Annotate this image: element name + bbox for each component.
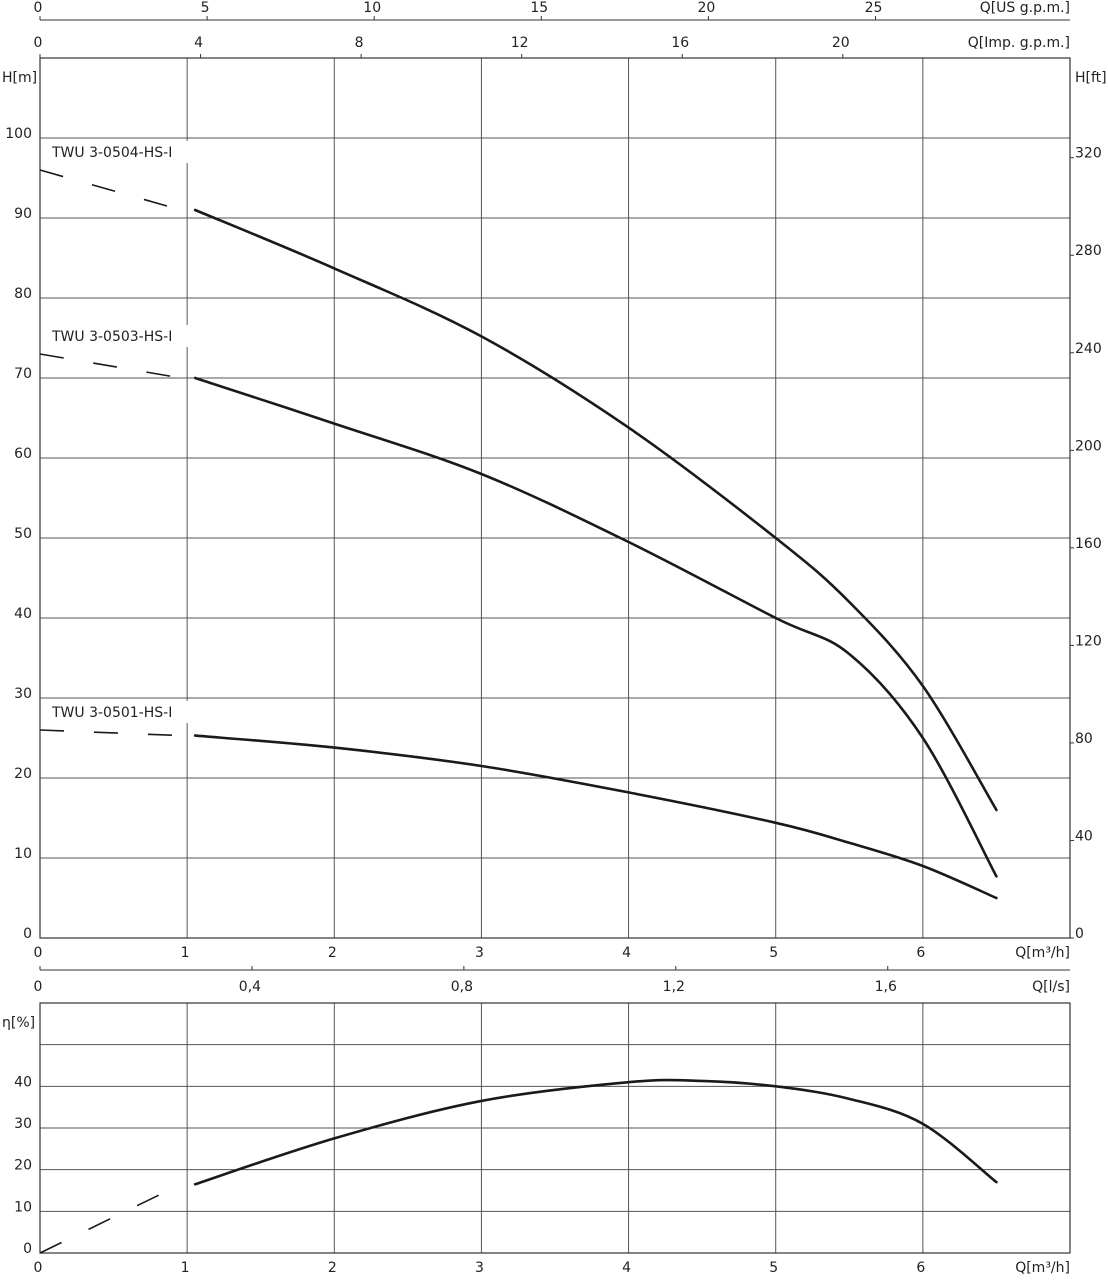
top-axis-tick-label: 0,4 [239, 979, 261, 995]
curve-label: TWU 3-0504-HS-I [51, 145, 172, 161]
top-axis-tick-label: 20 [697, 0, 715, 16]
y2-tick-label: 320 [1075, 146, 1102, 162]
y-tick-label: 10 [14, 846, 32, 862]
y2-axis-title: H[ft] [1075, 70, 1107, 86]
curve [193, 376, 998, 878]
y-tick-label: 30 [14, 686, 32, 702]
x-tick-label: 6 [916, 1260, 925, 1276]
x-tick-label: 4 [622, 945, 631, 961]
curve-extrapolated [39, 169, 182, 211]
y-axis-title: η[%] [2, 1015, 35, 1031]
y-tick-label: 70 [14, 366, 32, 382]
label-backdrop [42, 325, 192, 347]
y-tick-label: 30 [14, 1116, 32, 1132]
top-axis-tick-label: 0 [34, 979, 43, 995]
x-tick-label: 1 [181, 1260, 190, 1276]
plot-frame [39, 57, 1071, 939]
y2-tick-label: 200 [1075, 438, 1102, 454]
top-axis-tick-label: 0 [34, 0, 43, 16]
curve-extrapolated [39, 729, 182, 737]
top-axis-tick-label: 16 [671, 35, 689, 51]
y-tick-label: 60 [14, 446, 32, 462]
y-tick-label: 40 [14, 606, 32, 622]
top-axis-tick-label: 5 [201, 0, 210, 16]
y2-tick-label: 160 [1075, 536, 1102, 552]
y-tick-label: 20 [14, 766, 32, 782]
top-axis-tick-label: 25 [865, 0, 883, 16]
top-axis-tick-label: 15 [530, 0, 548, 16]
x-tick-label: 3 [475, 1260, 484, 1276]
top-axis-title: Q[US g.p.m.] [980, 0, 1070, 16]
y-tick-label: 90 [14, 206, 32, 222]
y-tick-label: 0 [23, 926, 32, 942]
top-axis-tick-label: 4 [194, 35, 203, 51]
y-tick-label: 0 [23, 1241, 32, 1257]
curve [193, 1078, 998, 1186]
x-axis-title: Q[m³/h] [1015, 1260, 1070, 1276]
curve [193, 734, 998, 900]
y-tick-label: 100 [5, 126, 32, 142]
top-axis-tick-label: 0 [34, 35, 43, 51]
y2-tick-label: 120 [1075, 633, 1102, 649]
x-tick-label: 5 [769, 945, 778, 961]
top-axis-tick-label: 10 [363, 0, 381, 16]
x-tick-label: 2 [328, 945, 337, 961]
label-backdrop [42, 701, 192, 723]
x-tick-label: 0 [34, 1260, 43, 1276]
y2-tick-label: 240 [1075, 341, 1102, 357]
y-tick-label: 20 [14, 1158, 32, 1174]
curve-label: TWU 3-0503-HS-I [51, 329, 172, 345]
x-tick-label: 2 [328, 1260, 337, 1276]
curve-extrapolated [39, 353, 182, 379]
top-axis-tick-label: 1,6 [875, 979, 897, 995]
curve [193, 208, 998, 812]
x-tick-label: 0 [34, 945, 43, 961]
y-axis-title: H[m] [2, 70, 37, 86]
y2-tick-label: 40 [1075, 828, 1093, 844]
x-tick-label: 5 [769, 1260, 778, 1276]
curve-label: TWU 3-0501-HS-I [51, 705, 172, 721]
top-axis-tick-label: 1,2 [663, 979, 685, 995]
top-axis-tick-label: 20 [832, 35, 850, 51]
y2-tick-label: 280 [1075, 243, 1102, 259]
top-axis-tick-label: 8 [355, 35, 364, 51]
y-tick-label: 80 [14, 286, 32, 302]
top-axis-title: Q[l/s] [1032, 979, 1070, 995]
y-tick-label: 50 [14, 526, 32, 542]
x-tick-label: 4 [622, 1260, 631, 1276]
y-tick-label: 40 [14, 1074, 32, 1090]
plot-frame [39, 1002, 1071, 1254]
curve-extrapolated [39, 1183, 182, 1254]
x-tick-label: 6 [916, 945, 925, 961]
y-tick-label: 10 [14, 1199, 32, 1215]
top-axis-tick-label: 0,8 [451, 979, 473, 995]
top-axis-title: Q[Imp. g.p.m.] [968, 35, 1070, 51]
y2-tick-label: 80 [1075, 731, 1093, 747]
y2-tick-label: 0 [1075, 926, 1084, 942]
x-tick-label: 3 [475, 945, 484, 961]
top-axis-tick-label: 12 [511, 35, 529, 51]
x-axis-title: Q[m³/h] [1015, 945, 1070, 961]
x-tick-label: 1 [181, 945, 190, 961]
label-backdrop [42, 141, 192, 163]
